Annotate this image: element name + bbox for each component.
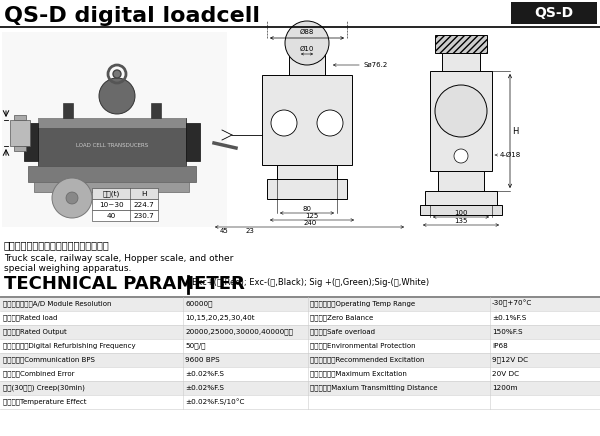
- Bar: [0, 395, 600, 409]
- Bar: [186, 123, 200, 161]
- Text: H: H: [512, 126, 518, 136]
- Text: 20000,25000,30000,40000内码: 20000,25000,30000,40000内码: [185, 328, 293, 335]
- Text: 综合精度Combined Error: 综合精度Combined Error: [3, 370, 74, 377]
- Text: 4-Ø18: 4-Ø18: [500, 152, 521, 158]
- Text: Ø10: Ø10: [300, 46, 314, 52]
- Bar: [511, 2, 597, 24]
- Bar: [425, 191, 497, 205]
- Text: QS-D: QS-D: [535, 6, 574, 20]
- Text: 23: 23: [245, 228, 254, 234]
- Text: 1200m: 1200m: [492, 385, 517, 391]
- Circle shape: [66, 192, 78, 204]
- Text: 240: 240: [304, 220, 317, 226]
- Text: Sø76.2: Sø76.2: [364, 62, 388, 68]
- Text: 9600 BPS: 9600 BPS: [185, 357, 220, 362]
- Text: ±0.02%F.S/10°C: ±0.02%F.S/10°C: [185, 398, 245, 405]
- Text: 9～12V DC: 9～12V DC: [492, 356, 528, 363]
- Bar: [92, 199, 158, 210]
- Text: 150%F.S: 150%F.S: [492, 328, 523, 334]
- Text: ±0.1%F.S: ±0.1%F.S: [492, 314, 526, 320]
- Text: 汽车衡、轨道衡、配料秤及各种专用衡器: 汽车衡、轨道衡、配料秤及各种专用衡器: [4, 240, 110, 250]
- Bar: [14, 146, 26, 151]
- Text: H: H: [141, 191, 147, 197]
- Circle shape: [52, 178, 92, 218]
- Text: LOAD CELL TRANSDUCERS: LOAD CELL TRANSDUCERS: [76, 143, 148, 147]
- Text: 最大输入电压Maximum Excitation: 最大输入电压Maximum Excitation: [310, 370, 407, 377]
- Text: 蚀变(30分钟) Creep(30min): 蚀变(30分钟) Creep(30min): [3, 384, 85, 391]
- Bar: [0, 367, 600, 381]
- Text: 数据刷新速率Digital Refurbishing Frequency: 数据刷新速率Digital Refurbishing Frequency: [3, 342, 136, 349]
- Text: 数字模块分辨数A/D Module Resolution: 数字模块分辨数A/D Module Resolution: [3, 300, 112, 307]
- Bar: [0, 310, 600, 324]
- Bar: [267, 179, 347, 199]
- Text: 10,15,20,25,30,40t: 10,15,20,25,30,40t: [185, 314, 254, 320]
- Bar: [0, 296, 600, 310]
- Bar: [28, 166, 196, 182]
- Text: 45: 45: [220, 228, 229, 234]
- Bar: [34, 182, 189, 192]
- Bar: [38, 118, 186, 128]
- Circle shape: [99, 78, 135, 114]
- Text: 40: 40: [106, 212, 116, 218]
- Bar: [289, 43, 325, 75]
- Text: 通讯波特率Communication BPS: 通讯波特率Communication BPS: [3, 356, 95, 363]
- Text: 125: 125: [305, 213, 319, 219]
- Bar: [0, 352, 600, 367]
- Bar: [442, 53, 480, 71]
- Text: 135: 135: [454, 218, 467, 224]
- Text: 额定载荷Rated load: 额定载荷Rated load: [3, 314, 58, 321]
- Text: IP68: IP68: [492, 343, 508, 348]
- Bar: [435, 35, 487, 53]
- Bar: [430, 71, 492, 171]
- Text: 安全过载Safe overload: 安全过载Safe overload: [310, 328, 375, 335]
- Bar: [38, 118, 186, 166]
- Text: QS-D digital loadcell: QS-D digital loadcell: [4, 6, 260, 26]
- Bar: [2, 32, 227, 227]
- Text: Truck scale, railway scale, Hopper scale, and other: Truck scale, railway scale, Hopper scale…: [4, 254, 233, 263]
- Text: 20V DC: 20V DC: [492, 371, 519, 377]
- Circle shape: [271, 110, 297, 136]
- Text: 温度系数Temperature Effect: 温度系数Temperature Effect: [3, 398, 86, 405]
- Circle shape: [454, 149, 468, 163]
- Circle shape: [285, 21, 329, 65]
- Bar: [14, 115, 26, 120]
- Text: 防护等级Environmental Protection: 防护等级Environmental Protection: [310, 342, 416, 349]
- Text: 60000码: 60000码: [185, 300, 212, 307]
- Bar: [151, 103, 161, 118]
- Text: 零点输出Zero Balance: 零点输出Zero Balance: [310, 314, 373, 321]
- Bar: [420, 205, 502, 215]
- Bar: [438, 171, 484, 191]
- Text: 50次/秒: 50次/秒: [185, 342, 205, 349]
- Bar: [277, 165, 337, 179]
- Circle shape: [317, 110, 343, 136]
- Bar: [262, 75, 352, 165]
- Text: Exc+(红,Red); Exc-(黑,Black); Sig +(绿,Green);Sig-(白,White): Exc+(红,Red); Exc-(黑,Black); Sig +(绿,Gree…: [192, 278, 429, 287]
- Text: special weighing apparatus.: special weighing apparatus.: [4, 264, 131, 273]
- Bar: [0, 338, 600, 352]
- Bar: [92, 188, 158, 199]
- Text: -30～+70°C: -30～+70°C: [492, 300, 532, 307]
- Text: Ø88: Ø88: [300, 29, 314, 35]
- Text: TECHNICAL PARAMETER: TECHNICAL PARAMETER: [4, 275, 245, 293]
- Text: 推荐输入电压Recommended Excitation: 推荐输入电压Recommended Excitation: [310, 356, 425, 363]
- Text: 224.7: 224.7: [134, 201, 154, 208]
- Text: 重量(t): 重量(t): [103, 190, 119, 197]
- Circle shape: [113, 70, 121, 78]
- Text: 100: 100: [454, 210, 468, 216]
- Bar: [24, 123, 38, 161]
- Text: ±0.02%F.S: ±0.02%F.S: [185, 385, 224, 391]
- Bar: [0, 324, 600, 338]
- Text: 80: 80: [302, 206, 311, 212]
- Text: ±0.02%F.S: ±0.02%F.S: [185, 371, 224, 377]
- Text: 最大传输距Maxium Transmitting Distance: 最大传输距Maxium Transmitting Distance: [310, 384, 437, 391]
- Text: 额定输出Rated Output: 额定输出Rated Output: [3, 328, 67, 335]
- Bar: [63, 103, 73, 118]
- Text: 使用温度范围Operating Temp Range: 使用温度范围Operating Temp Range: [310, 300, 415, 307]
- Circle shape: [435, 85, 487, 137]
- Text: 10~30: 10~30: [98, 201, 124, 208]
- Bar: [10, 120, 30, 146]
- Text: 230.7: 230.7: [134, 212, 154, 218]
- Bar: [0, 381, 600, 395]
- Bar: [92, 210, 158, 221]
